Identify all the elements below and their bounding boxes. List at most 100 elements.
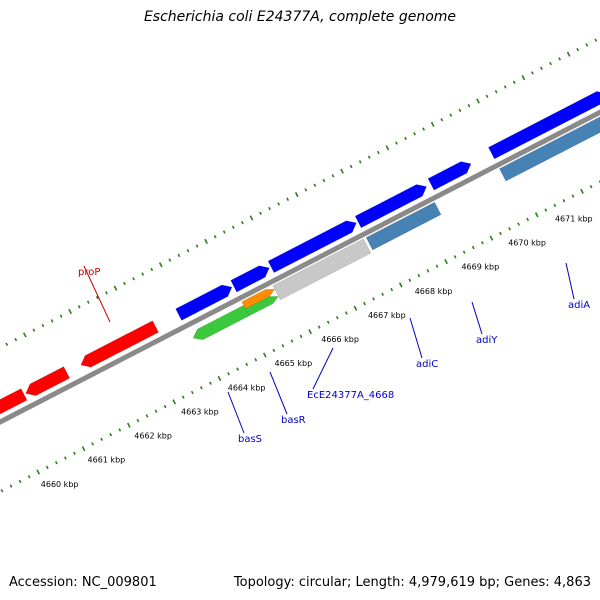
outer-tick-mark bbox=[566, 51, 571, 57]
gene-arrow bbox=[192, 304, 250, 341]
outer-tick-mark bbox=[304, 188, 308, 192]
scale-tick-mark bbox=[444, 258, 448, 265]
scale-tick-mark bbox=[290, 339, 294, 343]
gene-label-proP: proP bbox=[78, 267, 100, 278]
scale-tick-mark bbox=[398, 282, 403, 288]
scale-tick-mark bbox=[499, 231, 502, 236]
leader-line bbox=[269, 371, 288, 415]
tick-label: 4671 kbp bbox=[555, 214, 593, 223]
outer-tick-mark bbox=[240, 220, 244, 225]
scale-tick-mark bbox=[299, 334, 303, 339]
scale-tick-mark bbox=[136, 418, 140, 423]
outer-tick-mark bbox=[404, 136, 407, 141]
tick-label: 4661 kbp bbox=[88, 456, 126, 465]
scale-tick-mark bbox=[0, 489, 4, 493]
outer-tick-mark bbox=[132, 277, 135, 281]
scale-tick-mark bbox=[526, 217, 530, 222]
gene-label-adiA: adiA bbox=[568, 300, 590, 311]
outer-tick-mark bbox=[268, 206, 271, 211]
outer-tick-mark bbox=[322, 178, 326, 183]
outer-tick-mark bbox=[177, 253, 181, 258]
scale-tick-mark bbox=[91, 442, 94, 446]
gene-label-basS: basS bbox=[238, 434, 262, 445]
outer-tick-mark bbox=[467, 103, 471, 108]
genome-map-layer: 4660 kbp 4661 kbp 4662 kbp 4663 kbp 4664 kbp… bbox=[0, 38, 600, 493]
scale-tick-mark bbox=[100, 437, 104, 442]
outer-tick-mark bbox=[259, 211, 262, 215]
gene-label-adiY: adiY bbox=[476, 335, 498, 346]
map-title: Escherichia coli E24377A, complete genom… bbox=[143, 9, 457, 25]
gene-label-basR: basR bbox=[281, 415, 306, 426]
outer-tick-mark bbox=[521, 75, 526, 81]
gene-arrow bbox=[354, 184, 427, 229]
scale-tick-mark bbox=[344, 311, 348, 315]
scale-tick-mark bbox=[544, 208, 548, 212]
outer-tick-mark bbox=[294, 191, 299, 198]
scale-tick-mark bbox=[81, 446, 86, 452]
outer-tick-mark bbox=[594, 38, 598, 42]
scale-tick-mark bbox=[163, 404, 167, 409]
scale-tick-mark bbox=[417, 273, 421, 278]
outer-tick-mark bbox=[123, 281, 126, 286]
outer-tick-mark bbox=[286, 197, 290, 201]
outer-tick-mark bbox=[313, 183, 317, 187]
scale-tick-mark bbox=[281, 344, 285, 348]
scale-tick-mark bbox=[562, 199, 566, 203]
gene-label-adiC: adiC bbox=[416, 359, 438, 370]
outer-tick-mark bbox=[585, 43, 589, 47]
leader-line bbox=[409, 317, 423, 359]
leader-line bbox=[471, 301, 483, 335]
outer-tick-mark bbox=[494, 89, 498, 94]
scale-tick-mark bbox=[381, 292, 385, 296]
accession-text: Accession: NC_009801 bbox=[9, 575, 157, 590]
outer-tick-mark bbox=[440, 118, 444, 122]
backbone-line bbox=[0, 109, 600, 425]
leader-line bbox=[565, 262, 575, 300]
leader-line bbox=[227, 391, 245, 434]
scale-tick-mark bbox=[480, 241, 484, 245]
outer-tick-mark bbox=[59, 314, 63, 318]
leader-line bbox=[83, 265, 111, 323]
outer-tick-mark bbox=[358, 160, 362, 164]
scale-tick-mark bbox=[372, 297, 375, 301]
scale-tick-mark bbox=[227, 372, 230, 376]
outer-tick-mark bbox=[540, 66, 543, 70]
gene-arrow bbox=[499, 116, 600, 182]
scale-tick-mark bbox=[262, 352, 267, 358]
outer-tick-mark bbox=[41, 323, 45, 328]
tick-label: 4665 kbp bbox=[275, 359, 313, 368]
gene-arrow bbox=[241, 288, 276, 310]
outer-tick-mark bbox=[104, 291, 108, 295]
outer-tick-mark bbox=[395, 141, 398, 145]
outer-tick-mark bbox=[213, 234, 217, 239]
outer-tick-mark bbox=[186, 249, 190, 253]
genome-summary-text: Topology: circular; Length: 4,979,619 bp… bbox=[233, 575, 591, 590]
gene-arrow bbox=[230, 265, 270, 293]
outer-tick-mark bbox=[558, 57, 561, 61]
outer-tick-mark bbox=[277, 202, 281, 206]
outer-tick-mark bbox=[168, 258, 172, 262]
scale-tick-mark bbox=[435, 264, 439, 268]
outer-tick-mark bbox=[485, 94, 489, 99]
scale-tick-mark bbox=[390, 287, 394, 292]
outer-tick-mark bbox=[449, 113, 453, 117]
scale-tick-mark bbox=[36, 469, 41, 475]
gene-arrow bbox=[25, 366, 71, 396]
outer-tick-mark bbox=[5, 342, 9, 346]
gene-arrow bbox=[80, 320, 159, 368]
tick-label: 4660 kbp bbox=[41, 480, 79, 489]
leader-line bbox=[312, 347, 334, 390]
outer-tick-mark bbox=[503, 85, 507, 89]
scale-tick-mark bbox=[462, 250, 466, 254]
scale-tick-mark bbox=[508, 227, 511, 231]
scale-tick-mark bbox=[154, 409, 158, 413]
outer-tick-mark bbox=[249, 215, 254, 221]
outer-tick-mark bbox=[113, 285, 118, 291]
outer-tick-mark bbox=[77, 305, 81, 309]
outer-tick-mark bbox=[141, 272, 145, 276]
outer-tick-mark bbox=[68, 308, 73, 315]
outer-tick-mark bbox=[22, 332, 27, 338]
scale-tick-mark bbox=[64, 456, 67, 460]
gene-arrow bbox=[488, 91, 600, 160]
